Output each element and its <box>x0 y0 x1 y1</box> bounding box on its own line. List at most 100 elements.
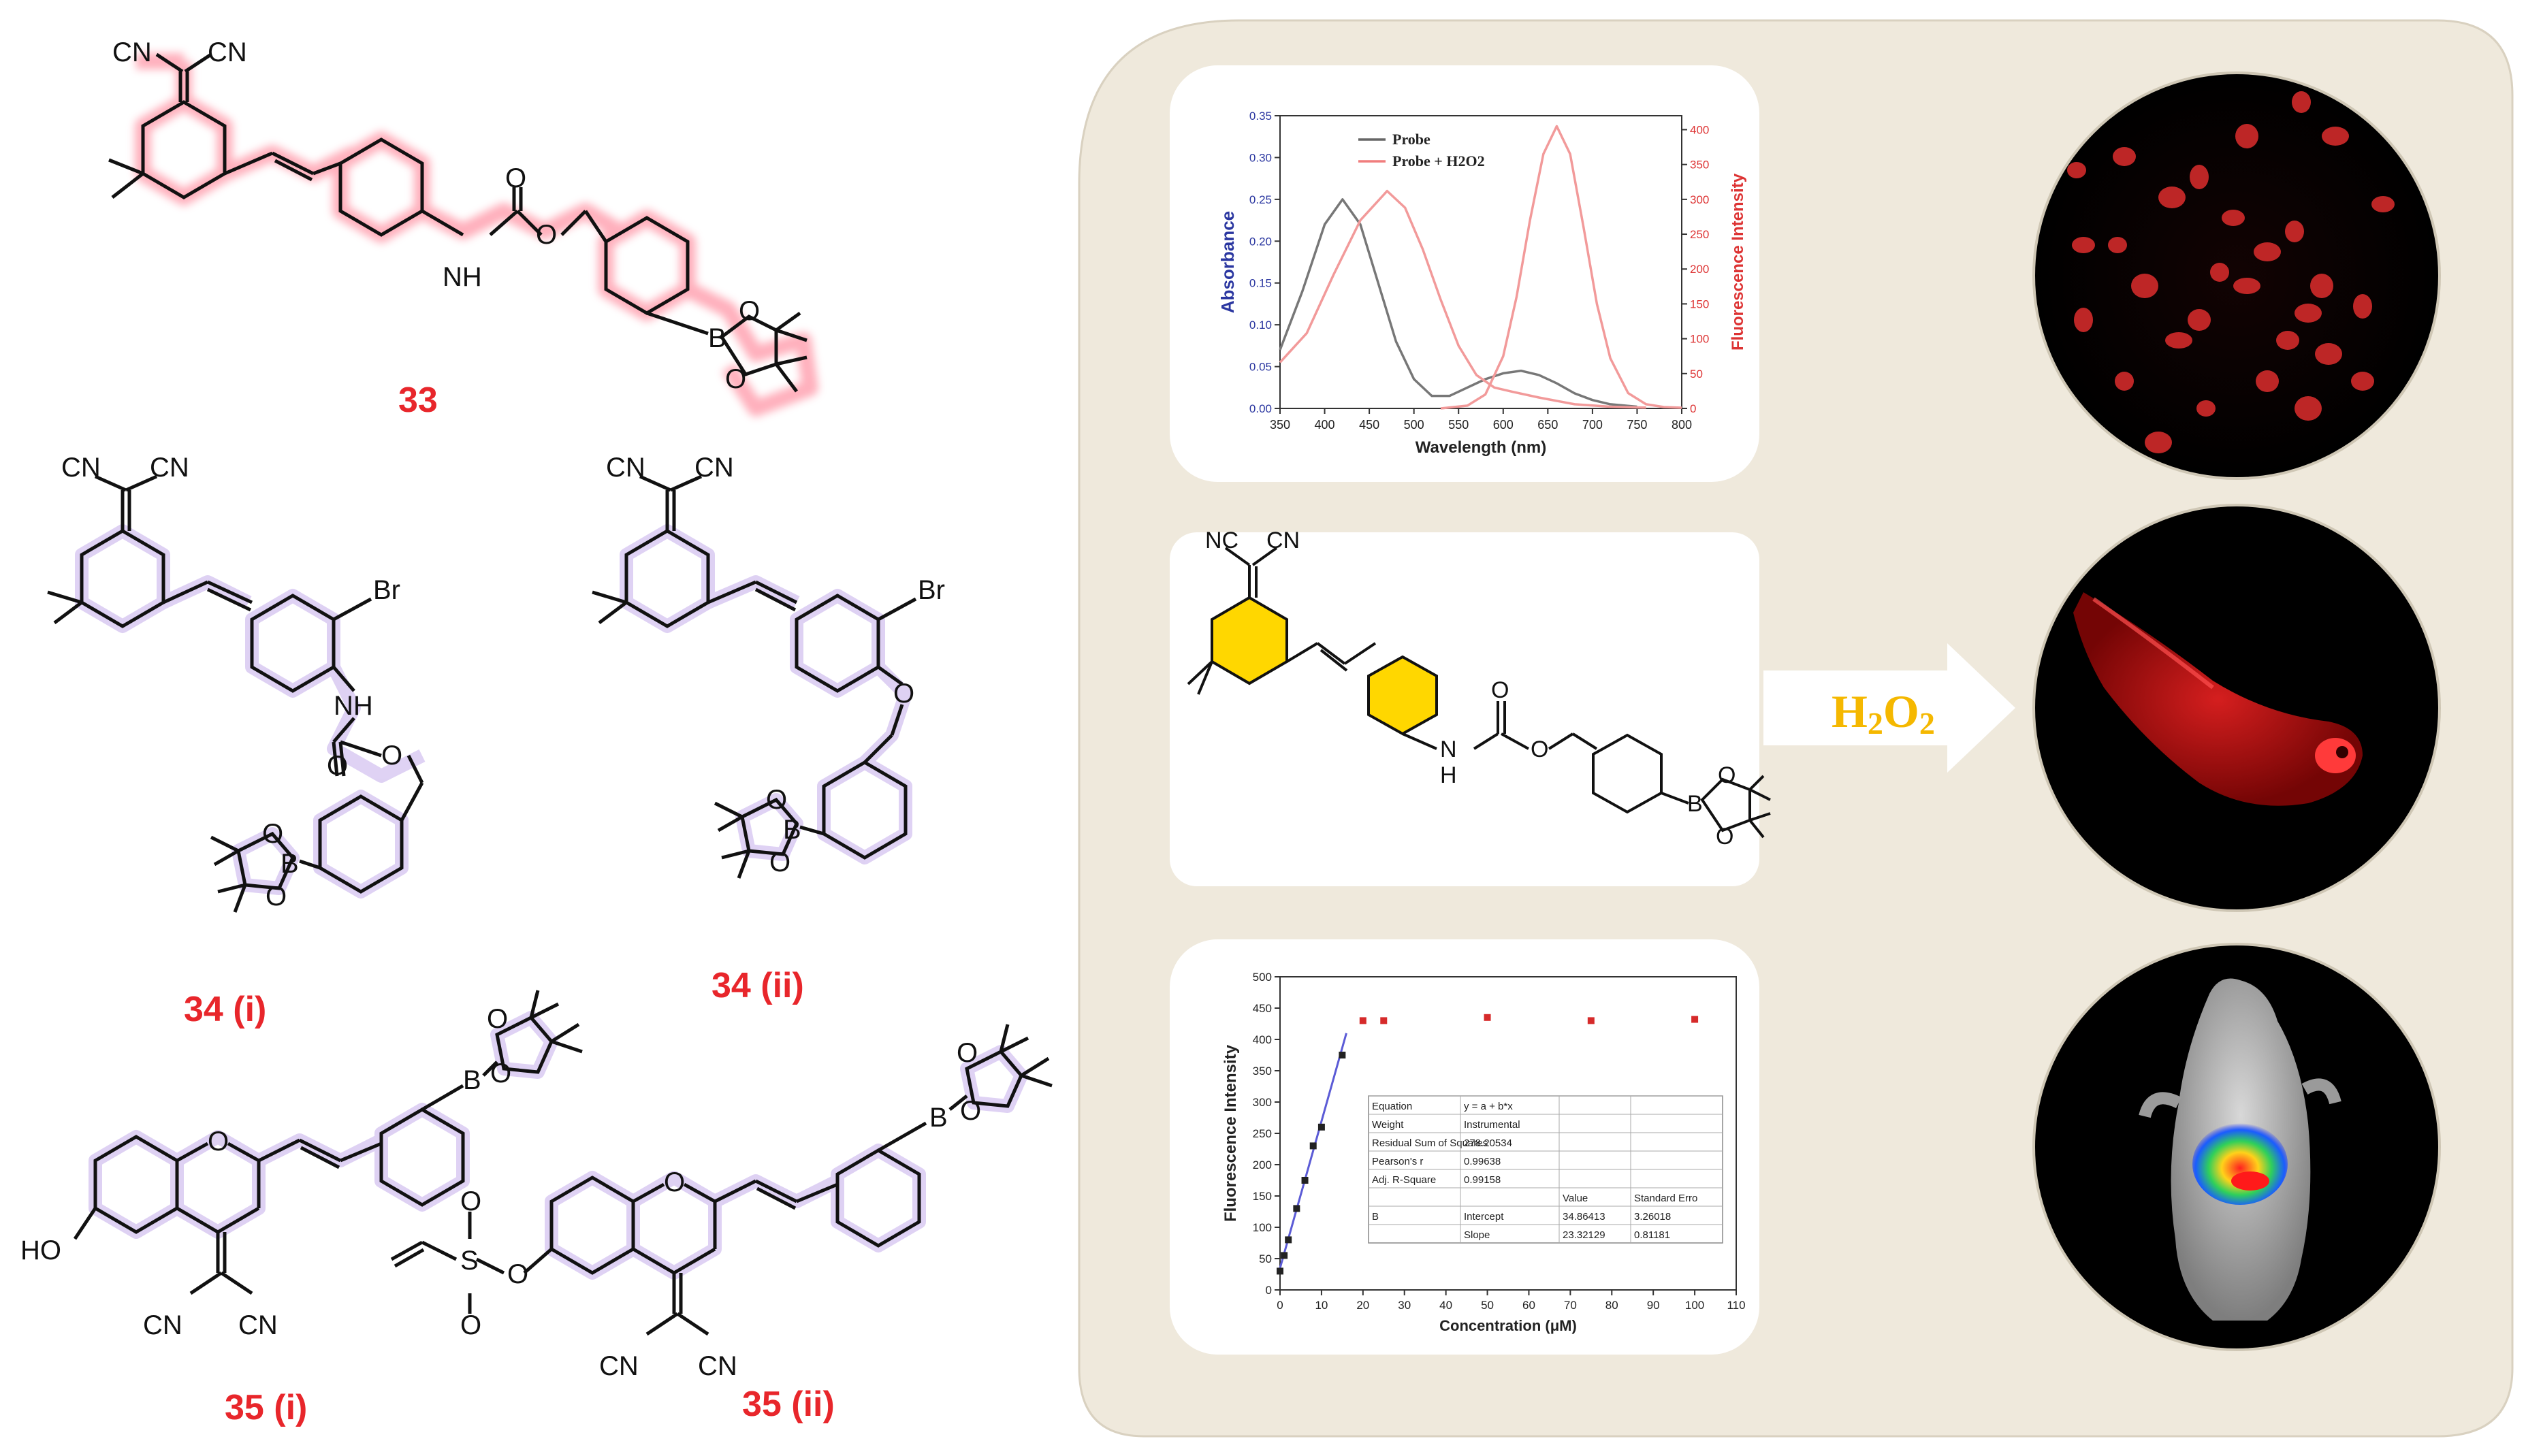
compound-35ii: O O S O O CN CN B O O 35 (ii) <box>390 1024 1053 1424</box>
svg-text:O: O <box>507 1259 528 1289</box>
svg-text:CN: CN <box>238 1310 278 1340</box>
cell-dot <box>2108 237 2127 253</box>
calib-y-label: Fluorescence Intensity <box>1221 1044 1240 1222</box>
spectrum-y-right-tick-label: 200 <box>1690 263 1709 276</box>
svg-text:B: B <box>463 1065 481 1095</box>
calib-table-cell: 0.99638 <box>1464 1156 1501 1167</box>
spectrum-series-2 <box>1440 125 1682 410</box>
probe-card: NC CN N H O O B O O <box>1170 528 1771 886</box>
probe-structure <box>1187 547 1771 839</box>
svg-text:CN: CN <box>112 37 152 67</box>
zebrafish-image <box>2032 504 2441 912</box>
calib-point <box>1301 1177 1309 1184</box>
svg-text:B: B <box>783 815 801 845</box>
cell-dot <box>2113 147 2136 166</box>
svg-text:O: O <box>327 751 348 781</box>
cell-dot <box>2210 263 2229 282</box>
svg-text:O: O <box>725 364 746 394</box>
svg-text:CN: CN <box>698 1351 737 1381</box>
svg-text:O: O <box>487 1004 508 1034</box>
spectrum-x-tick-label: 350 <box>1270 418 1290 432</box>
svg-text:O: O <box>664 1167 685 1197</box>
svg-text:O: O <box>381 741 402 771</box>
spectrum-y-left-tick-label: 0.15 <box>1249 277 1272 290</box>
svg-text:B: B <box>929 1103 948 1133</box>
calib-table-cell: y = a + b*x <box>1464 1101 1513 1112</box>
calib-y-tick-label: 450 <box>1253 1002 1272 1015</box>
cell-dot <box>2188 309 2211 331</box>
spectrum-x-tick-label: 700 <box>1582 418 1603 432</box>
label-33: 33 <box>398 381 438 420</box>
cell-dot <box>2353 294 2372 319</box>
spectrum-y-right-tick-label: 350 <box>1690 159 1709 172</box>
spectrum-frame <box>1279 115 1682 409</box>
svg-text:O: O <box>1716 824 1733 850</box>
calib-point <box>1380 1017 1388 1024</box>
spectrum-y-left-tick-label: 0.20 <box>1249 235 1272 248</box>
cell-dot <box>2115 372 2134 391</box>
svg-text:O: O <box>1531 737 1548 762</box>
svg-text:CN: CN <box>599 1351 639 1381</box>
svg-text:O: O <box>769 847 790 877</box>
calib-table-cell: Value <box>1563 1193 1588 1204</box>
calib-point <box>1587 1017 1595 1024</box>
svg-text:O: O <box>960 1096 981 1126</box>
cell-dot <box>2074 308 2093 332</box>
spectrum-card: 350 400 450 500 550 600 650 700 750 8000.000.050.… <box>1170 65 1759 482</box>
cell-dot <box>2145 432 2172 453</box>
svg-text:CN: CN <box>61 453 101 483</box>
calib-point <box>1281 1252 1288 1259</box>
cell-dot <box>2292 91 2311 113</box>
spectrum-series-0 <box>1279 198 1637 408</box>
calibration-card: 0 10 20 30 40 50 60 70 80 90 100 110 0 50 100 150 200 250… <box>1170 939 1759 1355</box>
compound-34ii: CN CN Br O B O O 34 (ii) <box>592 453 945 1005</box>
calib-y-tick-label: 400 <box>1253 1033 1272 1046</box>
label-34i: 34 (i) <box>184 990 266 1029</box>
calib-table-cell: Weight <box>1372 1119 1404 1131</box>
svg-text:B: B <box>281 849 299 879</box>
probe-atom-labels: NC CN N H O O B O O <box>1205 528 1736 850</box>
spectrum-y-right-tick-label: 250 <box>1690 228 1709 241</box>
calib-y-tick-label: 0 <box>1266 1284 1272 1297</box>
calib-table-cell: Intercept <box>1464 1211 1504 1223</box>
calib-y-tick-label: 350 <box>1253 1065 1272 1078</box>
svg-text:CN: CN <box>606 453 645 483</box>
spectrum-y-left-label: Absorbance <box>1217 211 1238 313</box>
spectrum-x-tick-label: 400 <box>1315 418 1335 432</box>
calib-x-tick-label: 0 <box>1277 1299 1283 1312</box>
cell-dot <box>2222 210 2245 226</box>
calib-table-cell: 34.86413 <box>1563 1211 1605 1223</box>
calibration-chart: 0 10 20 30 40 50 60 70 80 90 100 110 0 50 100 150 200 250… <box>1221 971 1746 1334</box>
spectrum-x-label: Wavelength (nm) <box>1416 438 1546 457</box>
arrow-label: H2O2 <box>1832 685 1935 741</box>
cell-image <box>2032 71 2441 480</box>
calib-x-tick-label: 40 <box>1439 1299 1452 1312</box>
svg-text:NC: NC <box>1205 528 1238 553</box>
calib-point <box>1484 1014 1491 1021</box>
calib-table-cell: 0.99158 <box>1464 1174 1501 1186</box>
calib-table-cell: Residual Sum of Squares <box>1372 1137 1488 1149</box>
calib-x-tick-label: 90 <box>1647 1299 1660 1312</box>
svg-text:B: B <box>708 323 726 353</box>
calib-table-cell: 278.20534 <box>1464 1137 1512 1149</box>
calib-table-cell: Instrumental <box>1464 1119 1520 1131</box>
label-34ii: 34 (ii) <box>712 966 804 1005</box>
svg-text:Br: Br <box>918 575 945 605</box>
spectrum-x-tick-label: 450 <box>1359 418 1379 432</box>
calib-y-tick-label: 150 <box>1253 1190 1272 1203</box>
mouse-image <box>2032 943 2441 1351</box>
svg-text:O: O <box>460 1310 481 1340</box>
svg-text:O: O <box>739 296 760 326</box>
svg-text:NH: NH <box>334 691 373 721</box>
cell-dot <box>2233 278 2260 294</box>
calib-y-tick-label: 300 <box>1253 1096 1272 1109</box>
reaction-arrow: H2O2 <box>1763 643 2015 773</box>
spectrum-y-left-tick-label: 0.30 <box>1249 151 1272 164</box>
compound-33: CN CN NH O O B O O 33 <box>108 37 818 420</box>
calib-x-label: Concentration (μM) <box>1439 1317 1577 1334</box>
spectrum-x-tick-label: 800 <box>1672 418 1692 432</box>
calib-point <box>1691 1016 1699 1023</box>
calib-fit-line <box>1279 1033 1347 1269</box>
spectrum-y-right-tick-label: 50 <box>1690 368 1703 381</box>
calib-table-cell: Equation <box>1372 1101 1412 1112</box>
